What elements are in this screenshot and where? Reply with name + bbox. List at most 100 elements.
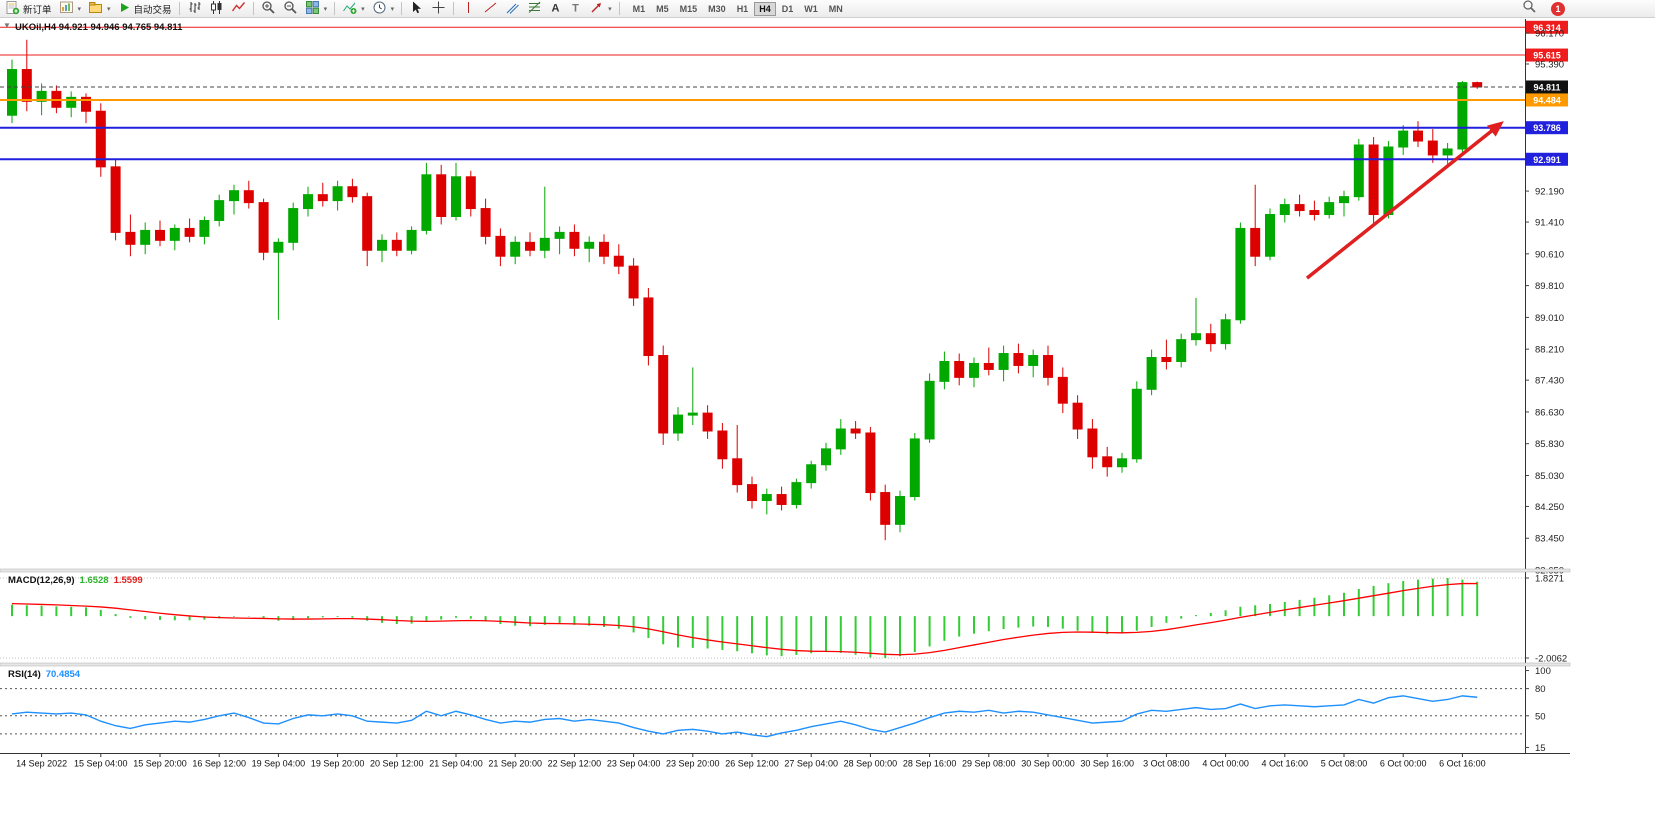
svg-text:23 Sep 04:00: 23 Sep 04:00 bbox=[607, 759, 661, 769]
chevron-down-icon: ▾ bbox=[77, 5, 82, 13]
svg-text:3 Oct 08:00: 3 Oct 08:00 bbox=[1143, 759, 1190, 769]
new-order-icon bbox=[5, 0, 20, 18]
line-chart-button[interactable] bbox=[228, 0, 249, 17]
panel-splitter-macd[interactable] bbox=[0, 568, 1571, 573]
timeframe-d1[interactable]: D1 bbox=[781, 3, 794, 14]
periods-button[interactable]: ▾ bbox=[369, 0, 398, 17]
rsi-value: 70.4854 bbox=[45, 669, 81, 680]
tile-windows-icon bbox=[305, 0, 320, 18]
vertical-line-button[interactable] bbox=[458, 0, 479, 17]
svg-text:6 Oct 16:00: 6 Oct 16:00 bbox=[1439, 759, 1486, 769]
candlestick-chart-button[interactable] bbox=[206, 0, 227, 17]
zoom-in-button[interactable] bbox=[258, 0, 279, 17]
chart-title: UKOil,H4 94.921 94.946 94.765 94.811 bbox=[15, 22, 183, 33]
svg-text:85.830: 85.830 bbox=[1535, 439, 1564, 450]
channel-button[interactable] bbox=[502, 0, 523, 17]
timeframe-h4[interactable]: H4 bbox=[754, 1, 776, 16]
rsi-indicator-label: RSI(14) 70.4854 bbox=[8, 669, 80, 680]
svg-text:5 Oct 08:00: 5 Oct 08:00 bbox=[1321, 759, 1368, 769]
macd-indicator-label: MACD(12,26,9) 1.6528 1.5599 bbox=[8, 575, 143, 586]
zoom-out-button[interactable] bbox=[280, 0, 301, 17]
svg-text:28 Sep 00:00: 28 Sep 00:00 bbox=[844, 759, 898, 769]
search-icon[interactable] bbox=[1522, 0, 1537, 19]
svg-text:92.190: 92.190 bbox=[1535, 187, 1564, 198]
label-button[interactable]: T bbox=[566, 0, 585, 17]
toolbar-right: 1 bbox=[1522, 0, 1565, 19]
toolbar-separator bbox=[453, 2, 455, 15]
toolbar-separator bbox=[618, 2, 620, 15]
timeframe-h1[interactable]: H1 bbox=[736, 3, 749, 14]
new-order-button[interactable]: 新订单 bbox=[2, 0, 55, 17]
indicators-button[interactable]: ▾ bbox=[339, 0, 368, 17]
line-chart-icon bbox=[231, 0, 246, 18]
bar-chart-icon bbox=[187, 0, 202, 18]
svg-text:96.170: 96.170 bbox=[1535, 29, 1564, 40]
price-axis[interactable]: 96.170 95.390 92.190 91.410 90.610 89.810 89.0… bbox=[1525, 19, 1564, 753]
bar-chart-button[interactable] bbox=[184, 0, 205, 17]
candles-layer[interactable] bbox=[7, 39, 1483, 541]
svg-text:95.615: 95.615 bbox=[1533, 51, 1561, 61]
toolbar: 新订单 ▾ ▾ 自动交易 ▾ ▾ ▾ A T ▾ M1 M5 M15 M30 bbox=[0, 0, 1655, 18]
svg-text:94.484: 94.484 bbox=[1533, 95, 1561, 105]
svg-text:30 Sep 00:00: 30 Sep 00:00 bbox=[1021, 759, 1075, 769]
svg-text:88.210: 88.210 bbox=[1535, 345, 1564, 356]
svg-text:30 Sep 16:00: 30 Sep 16:00 bbox=[1080, 759, 1134, 769]
macd-signal-value: 1.5599 bbox=[113, 575, 143, 586]
profiles-button[interactable]: ▾ bbox=[85, 0, 114, 17]
one-click-trading-toggle[interactable]: ▼ bbox=[3, 21, 11, 30]
svg-text:84.250: 84.250 bbox=[1535, 502, 1564, 513]
svg-text:83.450: 83.450 bbox=[1535, 534, 1564, 545]
text-button[interactable]: A bbox=[546, 0, 565, 17]
tile-windows-button[interactable]: ▾ bbox=[302, 0, 331, 17]
svg-text:A: A bbox=[552, 2, 560, 14]
toolbar-separator bbox=[178, 2, 180, 15]
timeframe-w1[interactable]: W1 bbox=[804, 3, 818, 14]
svg-text:20 Sep 12:00: 20 Sep 12:00 bbox=[370, 759, 424, 769]
candlestick-icon bbox=[209, 0, 224, 18]
chart-canvas[interactable]: 96.31495.61594.81194.48493.78692.99196.1… bbox=[0, 18, 1655, 822]
rsi-panel[interactable]: 100 80 50 15 bbox=[0, 666, 1551, 754]
price-box-96.314 bbox=[1526, 20, 1568, 34]
new-chart-button[interactable]: ▾ bbox=[56, 0, 85, 17]
svg-text:19 Sep 20:00: 19 Sep 20:00 bbox=[311, 759, 365, 769]
cursor-icon bbox=[409, 0, 424, 18]
timeframe-m1[interactable]: M1 bbox=[632, 3, 646, 14]
level-lines[interactable]: 96.314 95.615 94.811 94.484 93.786 92.991 bbox=[0, 20, 1568, 166]
svg-text:16 Sep 12:00: 16 Sep 12:00 bbox=[192, 759, 246, 769]
rsi-line bbox=[11, 695, 1478, 738]
toolbar-separator bbox=[334, 2, 336, 15]
svg-text:85.030: 85.030 bbox=[1535, 471, 1564, 482]
text-icon: A bbox=[549, 0, 562, 18]
svg-text:50: 50 bbox=[1535, 711, 1546, 722]
macd-panel[interactable]: 1.8271 -2.0062 bbox=[0, 574, 1567, 665]
svg-text:28 Sep 16:00: 28 Sep 16:00 bbox=[903, 759, 957, 769]
chevron-down-icon: ▾ bbox=[107, 5, 111, 13]
profiles-icon bbox=[88, 0, 103, 18]
trend-arrow[interactable] bbox=[1305, 121, 1504, 280]
autotrading-button[interactable]: 自动交易 bbox=[115, 0, 175, 17]
timeframe-mn[interactable]: MN bbox=[828, 3, 843, 14]
panel-splitter-rsi[interactable] bbox=[0, 662, 1571, 667]
vertical-line-icon bbox=[461, 0, 476, 18]
new-order-label: 新订单 bbox=[23, 4, 52, 16]
timeframe-m15[interactable]: M15 bbox=[679, 3, 698, 14]
indicators-icon bbox=[342, 0, 357, 18]
timeframe-m5[interactable]: M5 bbox=[656, 3, 669, 14]
cursor-button[interactable] bbox=[406, 0, 427, 17]
svg-text:T: T bbox=[572, 2, 579, 14]
time-axis[interactable]: 14 Sep 2022 15 Sep 04:00 15 Sep 20:00 16 Se… bbox=[0, 753, 1570, 769]
crosshair-button[interactable] bbox=[428, 0, 449, 17]
fibonacci-button[interactable] bbox=[524, 0, 545, 17]
svg-text:21 Sep 20:00: 21 Sep 20:00 bbox=[488, 759, 542, 769]
svg-text:1.8271: 1.8271 bbox=[1535, 574, 1564, 585]
timeframe-m30[interactable]: M30 bbox=[708, 3, 726, 14]
trendline-button[interactable] bbox=[480, 0, 501, 17]
svg-text:23 Sep 20:00: 23 Sep 20:00 bbox=[666, 759, 720, 769]
periods-clock-icon bbox=[372, 0, 387, 18]
autotrading-label: 自动交易 bbox=[133, 4, 172, 16]
svg-text:96.314: 96.314 bbox=[1533, 23, 1561, 33]
arrows-button[interactable]: ▾ bbox=[586, 0, 615, 17]
alert-badge[interactable]: 1 bbox=[1551, 1, 1565, 16]
channel-icon bbox=[505, 0, 520, 18]
macd-main-value: 1.6528 bbox=[79, 575, 109, 586]
